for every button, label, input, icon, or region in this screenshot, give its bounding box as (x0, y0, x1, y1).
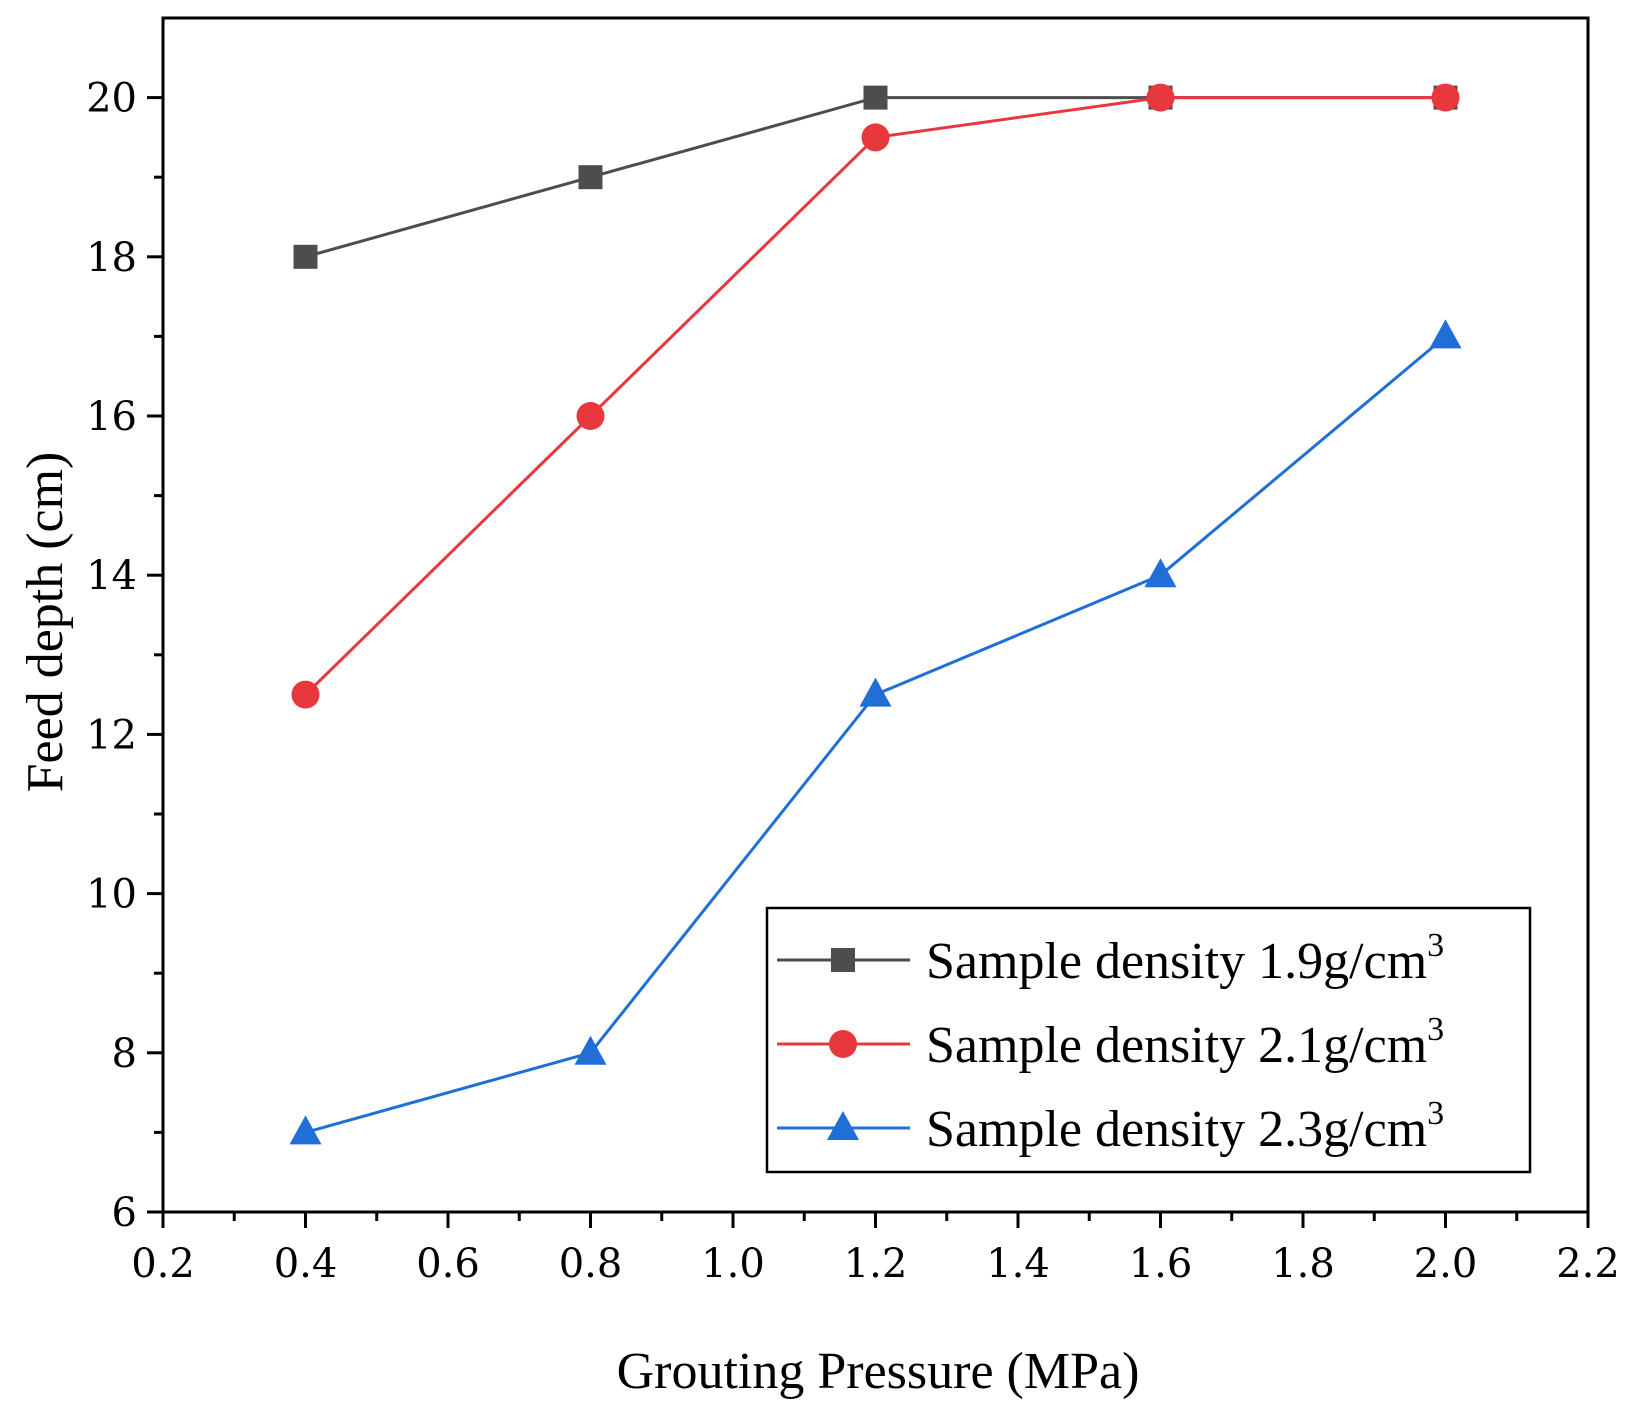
y-tick-label: 20 (86, 76, 137, 122)
legend-marker (827, 1111, 859, 1140)
data-point (1144, 558, 1177, 588)
x-tick-label: 1.0 (701, 1241, 765, 1287)
y-tick-label: 10 (86, 872, 137, 918)
data-point (861, 123, 890, 152)
legend-label-text: Sample density 1.9g/cm (926, 933, 1427, 990)
legend-superscript: 3 (1427, 927, 1444, 964)
data-point (578, 165, 603, 190)
data-point (576, 402, 605, 430)
legend-entry: Sample density 1.9g/cm3 (777, 927, 1444, 990)
y-tick-label: 12 (86, 712, 137, 758)
data-point (859, 677, 892, 707)
legend-label: Sample density 2.1g/cm3 (926, 1011, 1444, 1074)
series-square (293, 85, 1458, 269)
data-point (574, 1035, 607, 1065)
series-line (304, 96, 1446, 696)
legend-label: Sample density 2.3g/cm3 (926, 1095, 1444, 1158)
x-tick-label: 1.2 (844, 1241, 908, 1287)
y-tick-label: 8 (112, 1031, 137, 1077)
data-point (863, 85, 888, 110)
y-tick-label: 16 (86, 394, 137, 440)
y-axis-label: Feed depth (cm) (17, 452, 74, 793)
data-point (289, 1115, 322, 1145)
legend-label-text: Sample density 2.3g/cm (926, 1101, 1427, 1158)
x-tick-label: 1.6 (1129, 1241, 1193, 1287)
y-tick-label: 6 (112, 1190, 137, 1236)
x-tick-label: 0.4 (274, 1241, 338, 1287)
legend-entry: Sample density 2.3g/cm3 (777, 1095, 1444, 1158)
x-tick-label: 1.8 (1271, 1241, 1335, 1287)
legend-label: Sample density 1.9g/cm3 (926, 927, 1444, 990)
data-point (293, 244, 318, 269)
data-point (1146, 83, 1175, 112)
x-tick-label: 0.8 (559, 1241, 623, 1287)
x-tick-label: 0.2 (131, 1241, 195, 1287)
x-tick-label: 2.0 (1414, 1241, 1478, 1287)
x-tick-label: 0.6 (416, 1241, 480, 1287)
x-axis-label: Grouting Pressure (MPa) (617, 1343, 1140, 1400)
series-layer (289, 83, 1462, 1145)
x-tick-label: 1.4 (986, 1241, 1050, 1287)
legend-label-text: Sample density 2.1g/cm (926, 1017, 1427, 1074)
series-circle (291, 83, 1460, 709)
legend-marker (829, 1030, 857, 1058)
series-line (305, 96, 1446, 259)
legend-superscript: 3 (1427, 1011, 1444, 1048)
axes: 0.2 0.4 0.6 0.8 1.0 1.2 1.4 1.6 1.8 2.0 2.2 6 8 10 12 1… (86, 16, 1620, 1287)
y-tick-label: 14 (86, 553, 137, 599)
data-point (291, 680, 320, 709)
data-point (1431, 83, 1460, 112)
series-triangle (289, 319, 1462, 1145)
data-point (1429, 319, 1462, 349)
y-tick-label: 18 (86, 235, 137, 281)
legend-entry: Sample density 2.1g/cm3 (777, 1011, 1444, 1074)
legend-superscript: 3 (1427, 1095, 1444, 1132)
x-tick-label: 2.2 (1556, 1241, 1620, 1287)
legend-marker (831, 948, 855, 972)
